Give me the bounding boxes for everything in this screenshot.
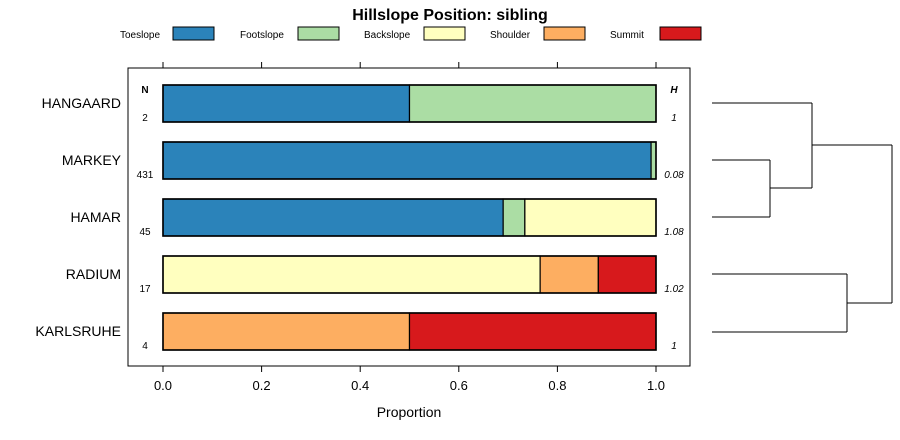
category-label: HANGAARD — [42, 95, 121, 111]
x-axis-title: Proportion — [377, 404, 442, 420]
legend-label: Toeslope — [120, 30, 160, 41]
category-label: KARLSRUHE — [35, 323, 121, 339]
bar-outline — [162, 141, 657, 180]
n-value: 17 — [139, 284, 151, 295]
legend-swatch — [543, 26, 586, 41]
h-column-header: H — [670, 85, 678, 96]
x-tick-label: 0.2 — [253, 378, 271, 393]
h-value: 1.08 — [664, 227, 684, 238]
h-values: 1 0.08 1.08 1.02 1 — [664, 113, 684, 352]
bar-segment — [162, 198, 504, 237]
bar-segment — [408, 312, 657, 351]
x-tick-label: 0.6 — [450, 378, 468, 393]
x-tick-label: 1.0 — [647, 378, 665, 393]
h-value: 1 — [671, 113, 677, 124]
bars — [162, 84, 657, 351]
legend-swatch — [297, 26, 340, 41]
x-tick-label: 0.8 — [548, 378, 566, 393]
bar-segment — [162, 255, 541, 294]
category-labels: HANGAARD MARKEY HAMAR RADIUM KARLSRUHE — [35, 95, 121, 339]
legend-label: Summit — [610, 30, 644, 41]
category-label: HAMAR — [70, 209, 121, 225]
bar-outline — [162, 312, 657, 351]
bar-outline — [162, 84, 657, 123]
plot-frame — [127, 67, 691, 367]
legend-swatch — [423, 26, 466, 41]
bar-segment — [524, 198, 657, 237]
n-value: 431 — [137, 170, 154, 181]
bar-outline — [162, 255, 657, 294]
legend-label: Shoulder — [490, 30, 531, 41]
bar-segment — [162, 312, 411, 351]
h-value: 1 — [671, 341, 677, 352]
x-tick-label: 0.0 — [154, 378, 172, 393]
legend-label: Backslope — [364, 30, 411, 41]
bar-segment — [502, 198, 526, 237]
n-value: 4 — [142, 341, 148, 352]
bar-segment — [597, 255, 657, 294]
category-label: MARKEY — [62, 152, 122, 168]
x-tick-label: 0.4 — [351, 378, 369, 393]
bar-outline — [162, 198, 657, 237]
legend-swatch — [659, 26, 702, 41]
bar-segment — [539, 255, 599, 294]
category-label: RADIUM — [66, 266, 121, 282]
n-value: 45 — [139, 227, 151, 238]
top-ticks — [162, 62, 657, 68]
bar-segment — [408, 84, 657, 123]
x-axis: 0.0 0.2 0.4 0.6 0.8 1.0 — [154, 366, 665, 393]
dendrogram — [712, 102, 893, 333]
n-values: 2 431 45 17 4 — [137, 113, 154, 352]
bar-segment — [162, 84, 411, 123]
h-value: 0.08 — [664, 170, 684, 181]
legend: Toeslope Footslope Backslope Shoulder Summit — [120, 26, 702, 41]
h-value: 1.02 — [664, 284, 684, 295]
legend-label: Footslope — [240, 30, 284, 41]
bar-segment — [162, 141, 652, 180]
chart-title: Hillslope Position: sibling — [352, 7, 548, 24]
n-column-header: N — [141, 85, 148, 96]
legend-swatch — [172, 26, 215, 41]
n-value: 2 — [142, 113, 148, 124]
